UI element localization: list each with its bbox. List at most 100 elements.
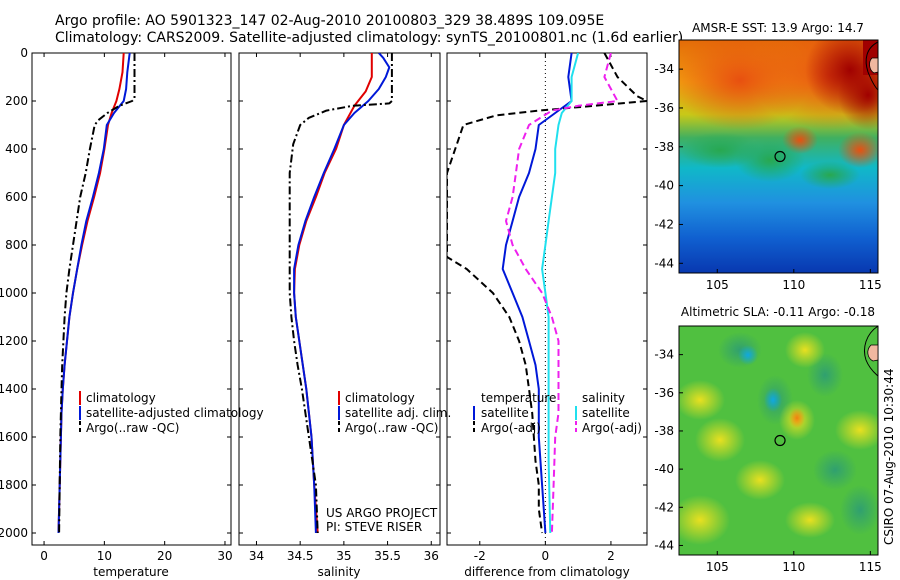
temperature-ticks: 0 10 20 30 0 200 400 600 800 1000 1200 1400 1600 1800…	[0, 46, 233, 563]
series-line-argo-raw-qc-	[58, 53, 136, 534]
x-tick-label: 30	[217, 549, 232, 563]
temperature-panel: 0 10 20 30 0 200 400 600 800 1000 1200 1400 1600 1800…	[0, 46, 264, 579]
y-tick-label: 200	[5, 94, 28, 108]
y-tick-label: 600	[5, 190, 28, 204]
sla-map-frame	[678, 325, 879, 556]
sst-map-frame	[678, 39, 879, 274]
legend-label-temp-satellite: satellite	[481, 406, 529, 420]
legend-header-temperature: temperature	[481, 391, 556, 405]
project-annotation: US ARGO PROJECT	[326, 506, 438, 520]
map-y-tick-label: -42	[654, 500, 674, 514]
series-line-salinity-argo-adj-	[505, 53, 619, 534]
map-y-tick-label: -34	[654, 62, 674, 76]
difference-legend: temperature satellite Argo(-adj) salinit…	[473, 391, 642, 435]
legend-label-satellite: satellite adj. clim.	[345, 406, 451, 420]
series-line-temperature-argo-adj-	[447, 53, 647, 534]
x-tick-label: 0	[40, 549, 48, 563]
y-tick-label: 1200	[0, 334, 28, 348]
map-x-tick-label: 115	[859, 560, 882, 574]
salinity-axes-frame	[238, 52, 441, 546]
difference-panel: -2 0 2 difference from climatology tempera…	[446, 52, 648, 579]
difference-axes-frame	[446, 52, 648, 546]
y-tick-label: 1800	[0, 478, 28, 492]
map-y-tick-label: -38	[654, 140, 674, 154]
sla-map-title: Altimetric SLA: -0.11 Argo: -0.18	[681, 305, 875, 319]
map-x-tick-label: 105	[706, 560, 729, 574]
map-x-tick-label: 110	[782, 560, 805, 574]
temperature-series	[57, 53, 136, 534]
x-tick-label: 35	[336, 549, 351, 563]
x-tick-label: 10	[97, 549, 112, 563]
y-tick-label: 2000	[0, 526, 28, 540]
map-x-tick-label: 105	[706, 278, 729, 292]
series-line-climatology	[57, 53, 125, 534]
map-x-tick-label: 115	[859, 278, 882, 292]
salinity-series	[288, 53, 393, 534]
temperature-xlabel: temperature	[93, 565, 168, 579]
difference-xlabel: difference from climatology	[464, 565, 630, 579]
sla-map: Altimetric SLA: -0.11 Argo: -0.18 105 110…	[654, 305, 881, 574]
sla-map-field	[679, 326, 878, 555]
x-tick-label: 34.5	[287, 549, 314, 563]
sst-map-ticks: 105 110 115 -34 -36 -38 -40 -42 -44	[654, 62, 881, 292]
legend-label-temp-argo: Argo(-adj)	[481, 421, 541, 435]
y-tick-label: 800	[5, 238, 28, 252]
sla-land	[867, 344, 879, 362]
sst-argo-position-marker	[774, 150, 786, 163]
legend-label-climatology: climatology	[86, 391, 156, 405]
map-y-tick-label: -42	[654, 217, 674, 231]
sla-coastline	[864, 325, 879, 377]
series-line-satellite-adj-clim-	[293, 53, 391, 534]
legend-label-sal-satellite: satellite	[582, 406, 630, 420]
figure-title-line-2: Climatology: CARS2009. Satellite-adjuste…	[55, 30, 684, 46]
y-tick-label: 1000	[0, 286, 28, 300]
difference-series	[447, 53, 647, 534]
difference-ticks: -2 0 2	[447, 52, 647, 563]
legend-label-climatology: climatology	[345, 391, 415, 405]
x-tick-label: 36	[424, 549, 439, 563]
sst-land	[869, 57, 879, 74]
sst-map-field	[679, 40, 878, 273]
salinity-ticks: 34 34.5 35 35.5 36	[239, 52, 440, 563]
y-tick-label: 0	[20, 46, 28, 60]
legend-label-satellite: satellite-adjusted climatology	[86, 406, 264, 420]
sla-map-ticks: 105 110 115 -34 -36 -38 -40 -42 -44	[654, 348, 881, 574]
sst-map: AMSR-E SST: 13.9 Argo: 14.7 105 110 115 -34…	[654, 21, 881, 292]
x-tick-label: 20	[157, 549, 172, 563]
series-line-climatology	[293, 53, 373, 534]
map-y-tick-label: -44	[654, 256, 674, 270]
temperature-axes-frame	[31, 52, 232, 546]
salinity-panel: 34 34.5 35 35.5 36 salinity climatology sate…	[238, 52, 451, 579]
y-tick-label: 1400	[0, 382, 28, 396]
series-line-temperature-satellite	[501, 53, 573, 534]
y-tick-label: 400	[5, 142, 28, 156]
legend-label-argo: Argo(..raw -QC)	[345, 421, 438, 435]
x-tick-label: 34	[249, 549, 264, 563]
series-line-satellite-adjusted-climatology	[57, 53, 131, 534]
sla-argo-position-marker	[774, 434, 786, 447]
temperature-legend: climatology satellite-adjusted climatolo…	[79, 391, 264, 435]
salinity-legend: climatology satellite adj. clim. Argo(..…	[338, 391, 451, 435]
legend-header-salinity: salinity	[582, 391, 625, 405]
map-y-tick-label: -38	[654, 424, 674, 438]
figure-title-line-1: Argo profile: AO 5901323_147 02-Aug-2010…	[55, 13, 605, 29]
map-y-tick-label: -34	[654, 348, 674, 362]
y-tick-label: 1600	[0, 430, 28, 444]
map-y-tick-label: -40	[654, 462, 674, 476]
x-tick-label: 35.5	[374, 549, 401, 563]
legend-label-sal-argo: Argo(-adj)	[582, 421, 642, 435]
sst-map-title: AMSR-E SST: 13.9 Argo: 14.7	[692, 21, 864, 35]
series-line-argo-raw-qc-	[288, 53, 393, 534]
map-x-tick-label: 110	[782, 278, 805, 292]
map-y-tick-label: -44	[654, 538, 674, 552]
x-tick-label: 2	[607, 549, 615, 563]
map-y-tick-label: -40	[654, 179, 674, 193]
salinity-xlabel: salinity	[317, 565, 360, 579]
credit-timestamp: CSIRO 07-Aug-2010 10:30:44	[882, 369, 896, 545]
legend-label-argo: Argo(..raw -QC)	[86, 421, 179, 435]
x-tick-label: -2	[474, 549, 486, 563]
map-y-tick-label: -36	[654, 101, 674, 115]
sst-coastline	[865, 41, 879, 91]
map-y-tick-label: -36	[654, 386, 674, 400]
